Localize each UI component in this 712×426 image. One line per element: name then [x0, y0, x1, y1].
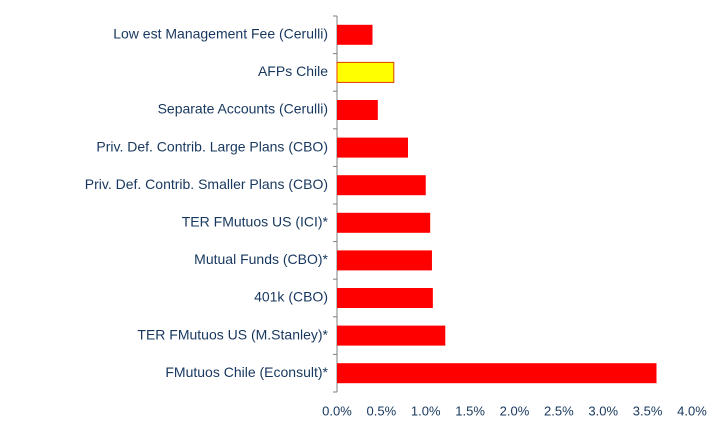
- x-tick-label: 0.0%: [322, 403, 352, 418]
- bar: [337, 250, 432, 271]
- y-tick-label: 401k (CBO): [254, 289, 328, 305]
- x-tick-label: 1.5%: [455, 403, 485, 418]
- x-tick-label: 0.5%: [367, 403, 397, 418]
- y-tick-label: AFPs Chile: [258, 63, 328, 79]
- bar: [336, 61, 395, 83]
- x-tick-label: 2.5%: [544, 403, 574, 418]
- bar: [337, 212, 431, 233]
- y-tick-label: TER FMutuos US (M.Stanley)*: [137, 326, 328, 342]
- bar: [337, 100, 378, 120]
- y-tick-label: Priv. Def. Contrib. Large Plans (CBO): [96, 138, 328, 154]
- bar: [337, 288, 433, 308]
- bar: [337, 325, 446, 346]
- y-tick-label: Mutual Funds (CBO)*: [194, 251, 328, 267]
- x-tick-label: 4.0%: [677, 403, 707, 418]
- bar: [337, 363, 657, 384]
- bar: [337, 137, 408, 158]
- y-tick-label: Separate Accounts (Cerulli): [158, 101, 328, 117]
- bar: [337, 175, 426, 196]
- bar: [337, 24, 373, 45]
- x-tick-label: 2.0%: [500, 403, 530, 418]
- y-tick-label: TER FMutuos US (ICI)*: [182, 214, 329, 230]
- x-tick-label: 3.0%: [588, 403, 618, 418]
- x-tick-label: 3.5%: [633, 403, 663, 418]
- y-tick-label: FMutuos Chile (Econsult)*: [165, 364, 328, 380]
- x-tick-label: 1.0%: [411, 403, 441, 418]
- y-tick-label: Low est Management Fee (Cerulli): [113, 26, 328, 42]
- y-tick-label: Priv. Def. Contrib. Smaller Plans (CBO): [85, 176, 328, 192]
